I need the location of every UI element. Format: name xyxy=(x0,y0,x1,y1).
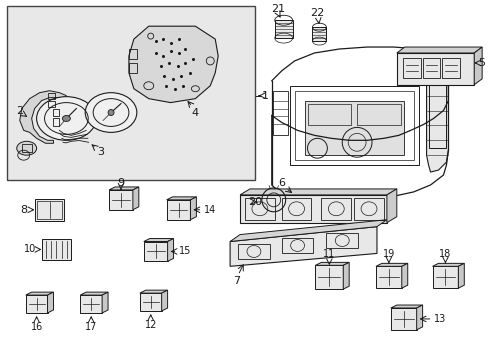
Text: 16: 16 xyxy=(30,322,42,332)
Polygon shape xyxy=(80,292,108,295)
Polygon shape xyxy=(240,189,396,195)
Bar xyxy=(353,198,383,220)
Text: 20: 20 xyxy=(247,197,262,207)
Bar xyxy=(312,27,325,41)
Polygon shape xyxy=(230,220,386,242)
Text: 13: 13 xyxy=(433,314,446,324)
Polygon shape xyxy=(457,264,463,288)
Bar xyxy=(140,293,162,311)
Text: 8: 8 xyxy=(20,205,27,215)
Bar xyxy=(26,295,47,313)
Bar xyxy=(396,53,473,85)
Text: 11: 11 xyxy=(323,249,335,260)
Bar xyxy=(238,243,269,260)
Polygon shape xyxy=(26,292,53,295)
Polygon shape xyxy=(102,292,108,313)
Polygon shape xyxy=(426,56,447,172)
Polygon shape xyxy=(143,239,173,242)
Bar xyxy=(442,58,459,78)
Bar xyxy=(166,200,190,220)
Bar xyxy=(21,144,32,152)
Bar xyxy=(272,91,287,135)
Bar xyxy=(244,198,274,220)
Polygon shape xyxy=(133,187,139,210)
Bar xyxy=(35,199,64,221)
Polygon shape xyxy=(315,262,348,265)
Polygon shape xyxy=(473,47,481,85)
Bar xyxy=(274,20,292,38)
Bar xyxy=(325,233,357,248)
Polygon shape xyxy=(401,264,407,288)
Bar xyxy=(47,100,55,107)
Bar xyxy=(7,6,254,180)
Polygon shape xyxy=(162,290,167,311)
Bar xyxy=(240,195,386,223)
Bar xyxy=(53,109,60,117)
Polygon shape xyxy=(129,26,218,103)
Text: 17: 17 xyxy=(85,322,97,332)
Bar xyxy=(80,295,102,313)
Text: 9: 9 xyxy=(117,178,124,188)
Bar xyxy=(129,63,137,73)
Text: 6: 6 xyxy=(278,178,285,188)
Bar xyxy=(129,49,137,59)
Ellipse shape xyxy=(62,116,70,121)
Text: 10: 10 xyxy=(23,244,36,255)
Bar xyxy=(41,239,71,260)
Polygon shape xyxy=(166,197,196,200)
Text: 7: 7 xyxy=(233,276,240,286)
Bar xyxy=(422,58,440,78)
Polygon shape xyxy=(432,264,463,266)
Bar xyxy=(321,198,350,220)
Text: 15: 15 xyxy=(179,247,191,256)
Polygon shape xyxy=(230,227,376,266)
Bar xyxy=(53,118,60,126)
Text: 18: 18 xyxy=(438,249,450,260)
Bar xyxy=(281,198,311,220)
Bar xyxy=(281,238,313,253)
Bar xyxy=(289,86,418,165)
Bar xyxy=(427,59,446,148)
Bar xyxy=(402,58,420,78)
Text: 14: 14 xyxy=(203,205,216,215)
Polygon shape xyxy=(109,187,139,190)
Text: 1: 1 xyxy=(261,91,268,101)
Polygon shape xyxy=(375,264,407,266)
Polygon shape xyxy=(386,189,396,223)
Bar xyxy=(37,201,62,219)
Bar xyxy=(356,104,400,125)
Polygon shape xyxy=(390,305,422,308)
Ellipse shape xyxy=(108,109,114,116)
Text: 3: 3 xyxy=(98,147,104,157)
Text: 19: 19 xyxy=(382,249,394,260)
Text: 22: 22 xyxy=(310,8,324,18)
Text: 4: 4 xyxy=(191,108,199,117)
Bar xyxy=(294,91,413,160)
Bar xyxy=(143,242,167,261)
Bar xyxy=(315,265,343,289)
Polygon shape xyxy=(20,91,66,143)
Ellipse shape xyxy=(37,96,96,140)
Bar xyxy=(47,93,55,99)
Ellipse shape xyxy=(17,141,37,155)
Bar xyxy=(432,266,457,288)
Text: 21: 21 xyxy=(270,4,284,14)
Polygon shape xyxy=(343,262,348,289)
Polygon shape xyxy=(416,305,422,330)
Polygon shape xyxy=(190,197,196,220)
Bar xyxy=(375,266,401,288)
Ellipse shape xyxy=(85,93,137,132)
Text: 5: 5 xyxy=(478,58,485,68)
Bar xyxy=(307,104,350,125)
Bar xyxy=(109,190,133,210)
Polygon shape xyxy=(140,290,167,293)
Text: 12: 12 xyxy=(144,320,157,330)
Bar xyxy=(304,100,403,155)
Text: 2: 2 xyxy=(16,105,23,116)
Bar xyxy=(390,308,416,330)
Polygon shape xyxy=(167,239,173,261)
Polygon shape xyxy=(396,47,481,53)
Polygon shape xyxy=(47,292,53,313)
